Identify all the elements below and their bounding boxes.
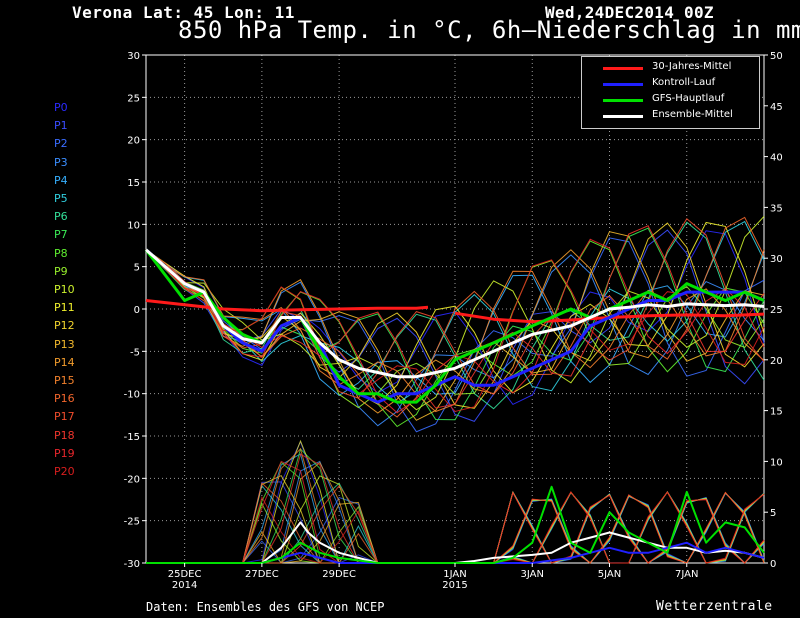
series-30-jahres-mittel-left [145, 299, 429, 313]
brand-label: Wetterzentrale [656, 599, 773, 614]
x-tick-year-label: 2015 [442, 580, 467, 591]
y-left-tick-label: 20 [127, 136, 140, 147]
y-left-tick-label: -10 [124, 390, 140, 401]
y-left-tick-label: 15 [127, 178, 140, 189]
y-right-tick-label: 45 [770, 102, 783, 113]
member-label-p17: P17 [54, 410, 75, 424]
member-label-p2: P2 [54, 137, 68, 151]
chart-title: 850 hPa Temp. in °C, 6h–Niederschlag in … [178, 16, 800, 44]
member-label-p11: P11 [54, 301, 75, 315]
location-header: Verona Lat: 45 Lon: 11 [72, 3, 295, 22]
series-gfs-hauptlauf-left [144, 248, 765, 404]
y-left-tick-label: 0 [134, 305, 140, 316]
legend-swatch [603, 83, 643, 86]
member-label-p4: P4 [54, 173, 68, 187]
x-tick-label: 29DEC [322, 569, 356, 580]
legend-item-ensemble-mittel: Ensemble-Mittel [582, 109, 759, 123]
highlight-series [144, 248, 765, 564]
x-tick-label: 5JAN [598, 569, 621, 580]
legend-swatch [603, 99, 643, 102]
member-label-p15: P15 [54, 374, 75, 387]
member-label-p8: P8 [54, 246, 68, 260]
member-label-p3: P3 [54, 155, 68, 169]
run-datetime: Wed,24DEC2014 00Z [545, 3, 714, 22]
member-label-p9: P9 [54, 264, 68, 278]
y-left-tick-label: -15 [124, 432, 140, 443]
y-left-tick-label: 5 [134, 263, 140, 274]
x-tick-label: 25DEC [168, 569, 202, 580]
legend-label: 30-Jahres-Mittel [652, 61, 732, 72]
member-line-p10 [145, 216, 765, 411]
member-label-p18: P18 [54, 428, 75, 442]
member-line-p4 [145, 249, 765, 397]
y-left-tick-label: -30 [124, 559, 140, 570]
member-label-p7: P7 [54, 228, 68, 242]
member-label-p20: P20 [54, 465, 75, 478]
y-right-tick-label: 0 [770, 559, 776, 570]
y-right-tick-label: 30 [770, 254, 783, 265]
legend-item-kontroll-lauf: Kontroll-Lauf [582, 77, 759, 91]
member-label-p14: P14 [54, 355, 75, 369]
member-line-p14 [145, 249, 765, 414]
x-tick-label: 27DEC [245, 569, 279, 580]
x-tick-label: 3JAN [521, 569, 544, 580]
x-tick-year-label: 2014 [172, 580, 197, 591]
legend-item-gfs-hauptlauf: GFS-Hauptlauf [582, 93, 759, 107]
y-left-tick-label: -25 [124, 517, 140, 528]
member-label-p10: P10 [54, 283, 75, 296]
y-right-tick-label: 5 [770, 508, 776, 519]
legend-swatch [603, 115, 643, 118]
x-tick-label: 1JAN [443, 569, 466, 580]
y-left-tick-label: -5 [130, 347, 140, 358]
y-right-tick-label: 25 [770, 305, 783, 316]
legend: 30-Jahres-Mittel Kontroll-Lauf GFS-Haupt… [581, 56, 760, 129]
member-label-p0: P0 [54, 101, 68, 114]
member-label-p1: P1 [54, 119, 68, 133]
legend-label: Kontroll-Lauf [652, 77, 716, 88]
member-precip-p1 [146, 481, 765, 564]
legend-label: GFS-Hauptlauf [652, 93, 725, 104]
member-line-p11 [145, 221, 765, 405]
y-right-tick-label: 35 [770, 203, 783, 214]
series-kontroll-lauf-left [145, 248, 765, 404]
y-right-tick-label: 20 [770, 356, 783, 367]
member-label-p13: P13 [54, 337, 75, 351]
member-line-p19 [145, 238, 765, 414]
y-left-tick-label: 30 [127, 51, 140, 62]
data-source-note: Daten: Ensembles des GFS von NCEP [146, 600, 385, 614]
series-ensemble-mittel-right [146, 521, 765, 564]
axis-ticks: -30 -25 -20 -15 -10 -5 0 5 10 15 20 25 30 0 5 10 15 20 25 3… [124, 51, 783, 591]
member-label-p16: P16 [54, 392, 75, 406]
y-left-tick-label: 10 [127, 220, 140, 231]
y-left-tick-label: -20 [124, 474, 140, 485]
series-gfs-hauptlauf-right [146, 485, 765, 564]
member-label-p12: P12 [54, 319, 75, 333]
member-label-p5: P5 [54, 192, 68, 205]
y-right-tick-label: 10 [770, 457, 783, 468]
y-left-tick-label: 25 [127, 93, 140, 104]
y-right-tick-label: 15 [770, 407, 783, 418]
member-line-p5 [145, 220, 765, 404]
x-tick-label: 7JAN [675, 569, 698, 580]
legend-item-30-jahres-mittel: 30-Jahres-Mittel [582, 61, 759, 75]
legend-label: Ensemble-Mittel [652, 109, 733, 120]
member-label-p19: P19 [54, 446, 75, 460]
legend-swatch [603, 67, 643, 70]
member-label-p6: P6 [54, 210, 68, 224]
y-right-tick-label: 40 [770, 153, 783, 164]
series-ensemble-mittel-left [145, 248, 765, 379]
y-right-tick-label: 50 [770, 51, 783, 62]
